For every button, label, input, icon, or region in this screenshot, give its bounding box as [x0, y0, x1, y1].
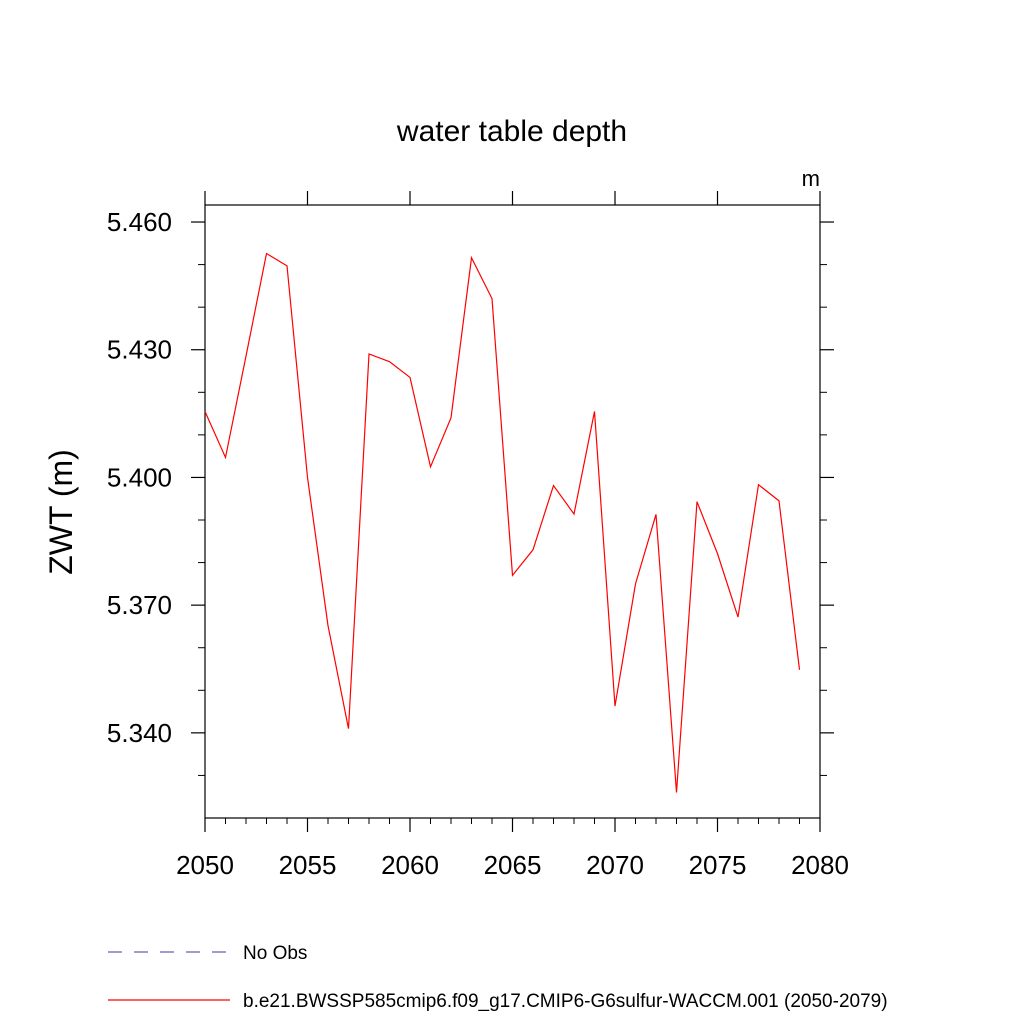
y-axis-tick-labels: 5.340 5.370 5.400 5.430 5.460 [107, 207, 172, 748]
x-tick-label: 2075 [689, 850, 747, 880]
x-tick-label: 2050 [176, 850, 234, 880]
series-line-0 [204, 252, 801, 793]
x-tick-label: 2060 [381, 850, 439, 880]
legend-label: No Obs [243, 943, 307, 964]
legend: No Obs b.e21.BWSSP585cmip6.f09_g17.CMIP6-… [108, 943, 888, 1012]
units-label: m [802, 166, 820, 191]
x-axis-ticks [204, 191, 821, 832]
y-tick-label: 5.430 [107, 335, 172, 365]
series-group [204, 252, 801, 793]
x-tick-label: 2065 [484, 850, 542, 880]
y-axis-label: ZWT (m) [43, 449, 79, 575]
chart-title: water table depth [396, 115, 627, 148]
y-tick-label: 5.340 [107, 718, 172, 748]
x-axis-tick-labels: 2050 2055 2060 2065 2070 2075 2080 [176, 850, 849, 880]
y-tick-label: 5.370 [107, 590, 172, 620]
x-tick-label: 2080 [791, 850, 849, 880]
y-axis-ticks [191, 221, 834, 776]
legend-label: b.e21.BWSSP585cmip6.f09_g17.CMIP6-G6sulf… [243, 991, 888, 1012]
x-tick-label: 2055 [279, 850, 337, 880]
y-tick-label: 5.460 [107, 207, 172, 237]
y-tick-label: 5.400 [107, 462, 172, 492]
x-tick-label: 2070 [586, 850, 644, 880]
plot-frame [204, 204, 821, 819]
